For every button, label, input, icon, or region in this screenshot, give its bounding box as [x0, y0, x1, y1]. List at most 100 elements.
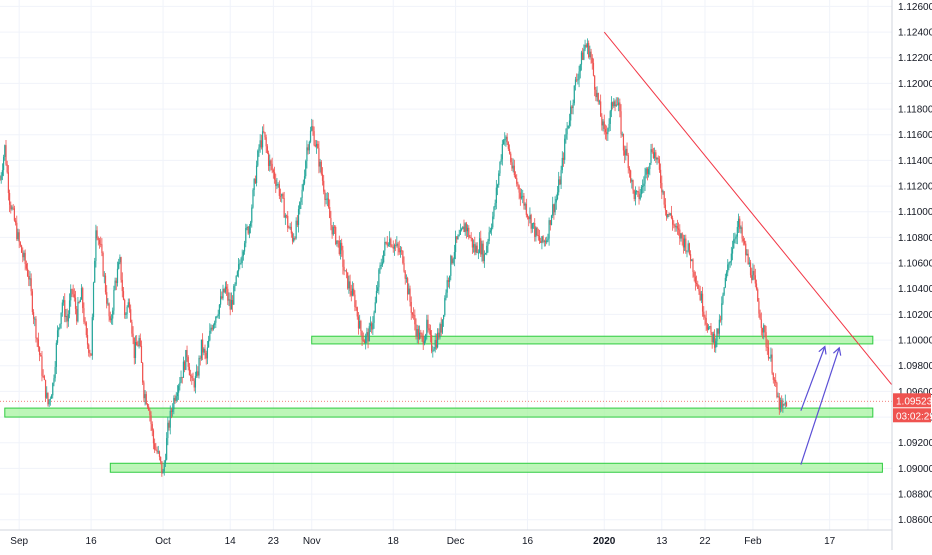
candle-body: [236, 271, 238, 276]
candle-body: [661, 182, 663, 193]
candle-body: [291, 233, 294, 242]
candle-body: [781, 400, 783, 408]
candle-body: [163, 463, 165, 472]
candle-body: [289, 226, 291, 228]
candle-body: [152, 430, 155, 444]
current-price-label: 1.09523: [896, 396, 932, 407]
candle-body: [590, 51, 592, 58]
candle-body: [106, 292, 108, 304]
support-zones: [4, 335, 883, 473]
candle-body: [30, 278, 32, 292]
support-zone: [311, 335, 874, 345]
candle-body: [365, 335, 367, 344]
candle-body: [560, 170, 562, 185]
candle-body: [582, 52, 584, 60]
candle-body: [241, 255, 243, 263]
candle-body: [729, 261, 731, 263]
candle-body: [249, 222, 252, 227]
candle-body: [67, 314, 69, 322]
candle-body: [402, 250, 404, 264]
candle-body: [131, 322, 133, 334]
candle-body: [225, 286, 228, 290]
candle-body: [673, 224, 675, 226]
y-tick-label: 1.10800: [898, 233, 932, 244]
candle-body: [34, 318, 36, 320]
candle-body: [237, 264, 240, 272]
candle-body: [255, 165, 258, 184]
candle-body: [610, 102, 613, 112]
candle-body: [644, 174, 646, 184]
candle-body: [650, 149, 652, 163]
candle-body: [366, 332, 368, 336]
candle-body: [401, 250, 403, 252]
candle-body: [761, 327, 764, 333]
candle-body: [631, 180, 633, 182]
candle-body: [559, 179, 561, 185]
candle-body: [415, 324, 417, 337]
candle-body: [116, 268, 119, 284]
candle-body: [511, 162, 513, 169]
candle-body: [700, 293, 702, 301]
candle-body: [621, 133, 623, 135]
candle-body: [547, 238, 549, 241]
candle-body: [457, 235, 459, 240]
candle-body: [620, 111, 622, 135]
candle-body: [422, 336, 424, 345]
candle-body: [231, 300, 234, 305]
candle-body: [96, 230, 98, 239]
candle-body: [574, 79, 577, 86]
candle-body: [267, 152, 270, 166]
candle-body: [646, 168, 649, 174]
candle-body: [639, 194, 641, 200]
candle-body: [613, 101, 615, 107]
candle-body: [577, 79, 579, 81]
candle-body: [741, 227, 743, 239]
candle-body: [753, 270, 755, 276]
candle-body: [433, 349, 435, 351]
candle-body: [378, 269, 380, 288]
candle-body: [728, 262, 730, 265]
candle-body: [173, 398, 175, 410]
candle-body: [325, 199, 327, 201]
candle-body: [210, 327, 212, 331]
candle-body: [586, 43, 589, 48]
candle-body: [102, 252, 104, 276]
y-tick-label: 1.08600: [898, 515, 932, 526]
support-zone: [4, 407, 874, 418]
candle-body: [343, 266, 345, 271]
candle-body: [86, 334, 89, 345]
candle-body: [510, 153, 512, 163]
candle-body: [139, 338, 141, 346]
candle-body: [40, 354, 42, 357]
y-tick-label: 1.10200: [898, 310, 932, 321]
candle-body: [784, 402, 786, 405]
candle-body: [705, 318, 707, 325]
candle-body: [492, 216, 494, 228]
candle-body: [522, 195, 524, 197]
candle-body: [764, 325, 766, 333]
candle-body: [321, 173, 324, 181]
candle-body: [369, 323, 372, 327]
candle-body: [748, 262, 750, 265]
candle-body: [597, 92, 599, 102]
candle-body: [671, 218, 674, 225]
candle-body: [571, 106, 573, 109]
candle-body: [668, 214, 670, 215]
candle-body: [734, 238, 736, 240]
candle-body: [371, 323, 373, 330]
candle-body: [248, 226, 250, 234]
candle-body: [514, 175, 517, 179]
candle-body: [65, 316, 67, 318]
candle-body: [500, 159, 502, 162]
y-tick-label: 1.10400: [898, 284, 932, 295]
candle-body: [295, 220, 297, 239]
candle-body: [300, 197, 302, 203]
candle-body: [745, 243, 747, 256]
candle-body: [403, 263, 405, 272]
candle-body: [691, 259, 693, 262]
candle-body: [701, 293, 704, 312]
candle-body: [13, 208, 15, 221]
candle-body: [627, 155, 629, 169]
